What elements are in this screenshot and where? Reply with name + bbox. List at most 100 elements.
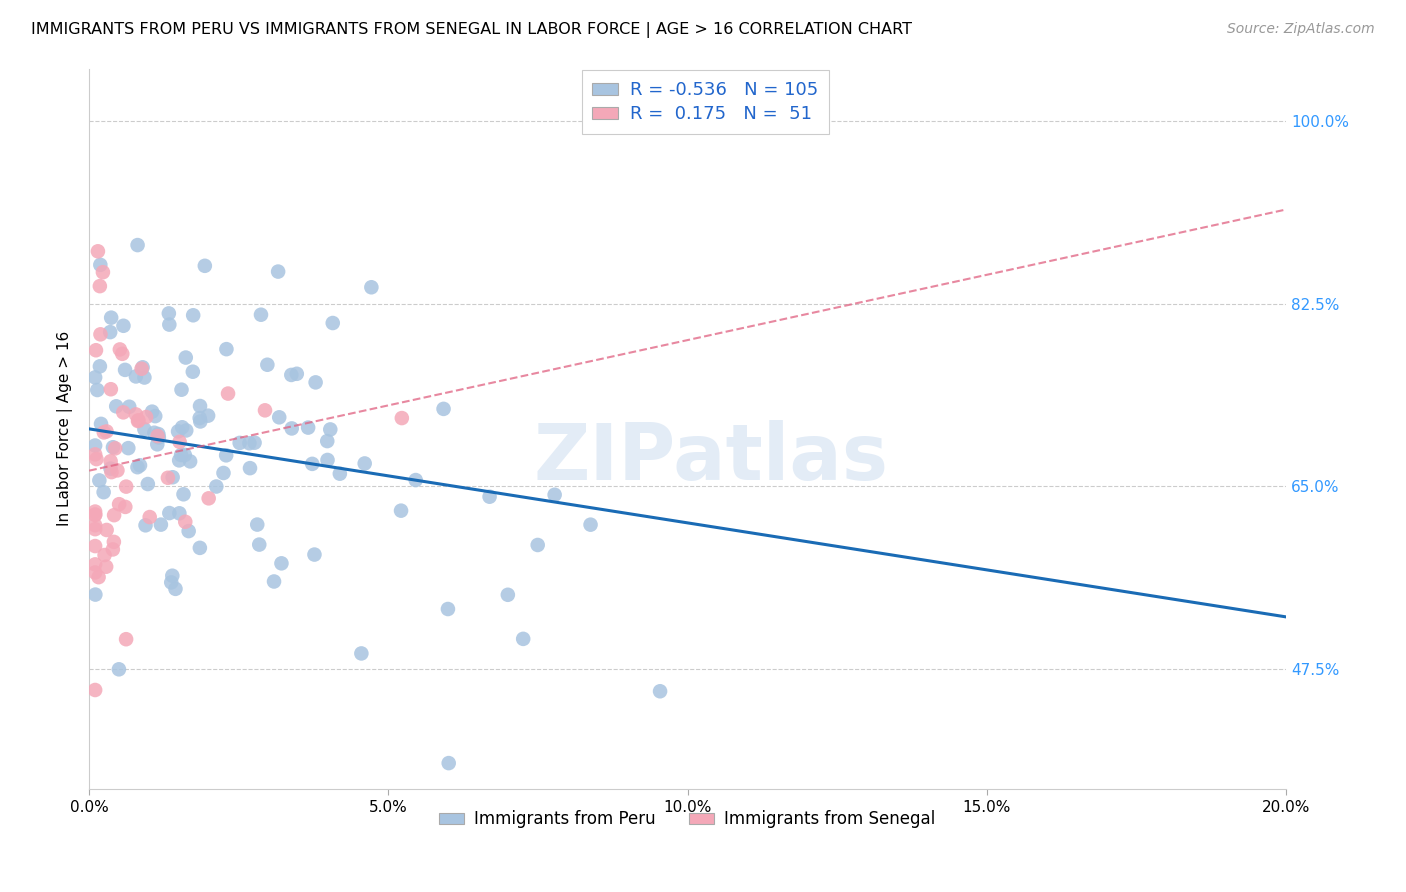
Point <box>297 420 319 434</box>
Point <box>89 359 111 374</box>
Point <box>205 479 228 493</box>
Point <box>114 500 136 514</box>
Point <box>86 452 108 467</box>
Point <box>93 548 115 562</box>
Point <box>156 471 179 485</box>
Point <box>143 409 166 424</box>
Point <box>103 534 125 549</box>
Point <box>84 508 107 522</box>
Point <box>160 575 183 590</box>
Point <box>84 566 107 580</box>
Point <box>280 368 302 382</box>
Point <box>91 265 114 279</box>
Point <box>89 474 111 488</box>
Point <box>215 342 238 356</box>
Point <box>170 448 193 462</box>
Point <box>181 308 204 322</box>
Point <box>84 438 107 452</box>
Point <box>188 411 211 425</box>
Point <box>84 505 107 519</box>
Point <box>103 508 125 523</box>
Point <box>579 517 602 532</box>
Point <box>269 410 291 425</box>
Point <box>93 425 115 440</box>
Legend: Immigrants from Peru, Immigrants from Senegal: Immigrants from Peru, Immigrants from Se… <box>433 804 942 835</box>
Point <box>304 376 326 390</box>
Point <box>391 411 413 425</box>
Point <box>247 538 270 552</box>
Point <box>543 488 565 502</box>
Point <box>134 370 156 384</box>
Point <box>217 386 239 401</box>
Point <box>174 515 197 529</box>
Y-axis label: In Labor Force | Age > 16: In Labor Force | Age > 16 <box>58 331 73 526</box>
Point <box>188 399 211 413</box>
Point <box>167 453 190 467</box>
Point <box>167 425 190 439</box>
Point <box>112 318 135 333</box>
Point <box>173 487 195 501</box>
Point <box>100 382 122 396</box>
Point <box>84 539 107 553</box>
Point <box>285 367 308 381</box>
Point <box>174 351 197 365</box>
Point <box>437 756 460 771</box>
Point <box>148 427 170 442</box>
Point <box>239 461 262 475</box>
Point <box>512 632 534 646</box>
Point <box>105 400 128 414</box>
Point <box>162 470 184 484</box>
Point <box>162 568 184 582</box>
Point <box>131 360 153 375</box>
Point <box>104 442 127 456</box>
Point <box>194 259 217 273</box>
Point <box>96 559 118 574</box>
Point <box>90 417 112 431</box>
Point <box>127 238 149 252</box>
Point <box>100 310 122 325</box>
Point <box>100 461 122 475</box>
Point <box>648 684 671 698</box>
Point <box>238 436 260 450</box>
Point <box>350 647 373 661</box>
Point <box>329 467 352 481</box>
Point <box>270 557 292 571</box>
Point <box>135 410 157 425</box>
Point <box>316 434 339 448</box>
Point <box>89 258 111 272</box>
Point <box>165 582 187 596</box>
Point <box>115 480 138 494</box>
Point <box>108 497 131 511</box>
Point <box>212 466 235 480</box>
Point <box>84 518 107 533</box>
Point <box>89 279 111 293</box>
Text: IMMIGRANTS FROM PERU VS IMMIGRANTS FROM SENEGAL IN LABOR FORCE | AGE > 16 CORREL: IMMIGRANTS FROM PERU VS IMMIGRANTS FROM … <box>31 22 912 38</box>
Point <box>101 542 124 557</box>
Point <box>125 408 148 422</box>
Point <box>322 316 344 330</box>
Point <box>118 400 141 414</box>
Point <box>100 454 122 468</box>
Point <box>353 457 375 471</box>
Point <box>111 347 134 361</box>
Point <box>188 541 211 555</box>
Point <box>84 343 107 358</box>
Point <box>115 632 138 647</box>
Point <box>108 343 131 357</box>
Point <box>215 448 238 462</box>
Point <box>141 404 163 418</box>
Point <box>360 280 382 294</box>
Point <box>117 441 139 455</box>
Point <box>134 422 156 436</box>
Point <box>112 405 135 419</box>
Text: ZIPatlas: ZIPatlas <box>534 420 889 496</box>
Point <box>84 588 107 602</box>
Point <box>125 369 148 384</box>
Point <box>93 485 115 500</box>
Point <box>148 430 170 444</box>
Point <box>256 358 278 372</box>
Point <box>316 453 339 467</box>
Point <box>84 558 107 572</box>
Point <box>84 447 107 461</box>
Point <box>87 244 110 259</box>
